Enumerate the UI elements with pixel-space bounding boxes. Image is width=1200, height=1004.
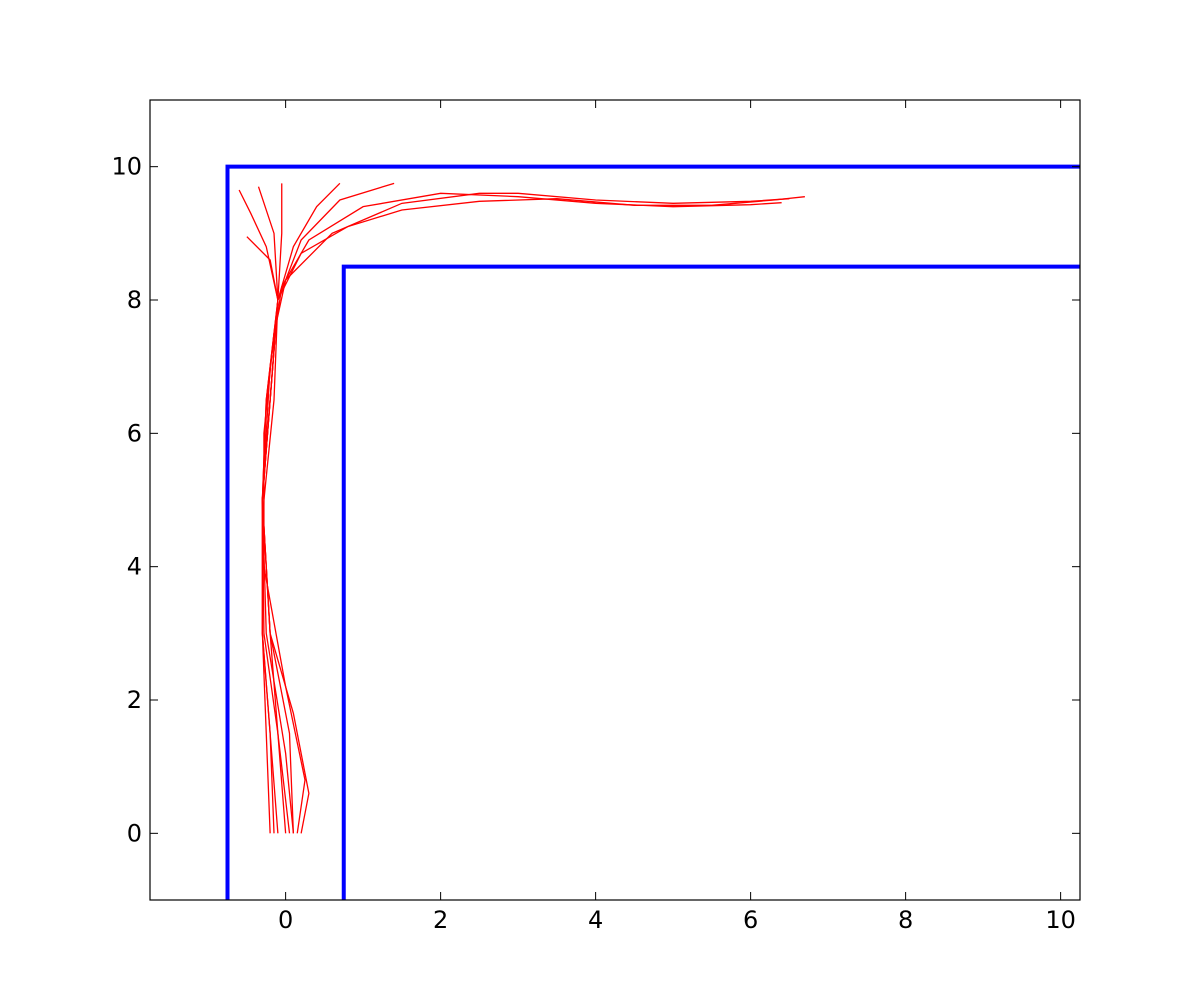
trajectory <box>257 186 295 834</box>
x-tick-label: 8 <box>898 906 913 934</box>
y-tick-label: 0 <box>127 819 142 847</box>
wall <box>341 264 1080 900</box>
trajectory <box>263 192 790 834</box>
y-tick-label: 2 <box>127 686 142 714</box>
y-tick-label: 10 <box>111 153 142 181</box>
wall <box>225 164 1080 900</box>
y-tick-label: 4 <box>127 553 142 581</box>
plot-frame <box>149 99 1081 901</box>
x-tick-label: 2 <box>433 906 448 934</box>
trajectory <box>261 182 395 834</box>
y-tick-label: 6 <box>127 419 142 447</box>
x-tick-label: 10 <box>1045 906 1076 934</box>
y-tick-label: 8 <box>127 286 142 314</box>
x-tick-label: 0 <box>278 906 293 934</box>
x-tick-label: 6 <box>743 906 758 934</box>
x-tick-label: 4 <box>588 906 603 934</box>
